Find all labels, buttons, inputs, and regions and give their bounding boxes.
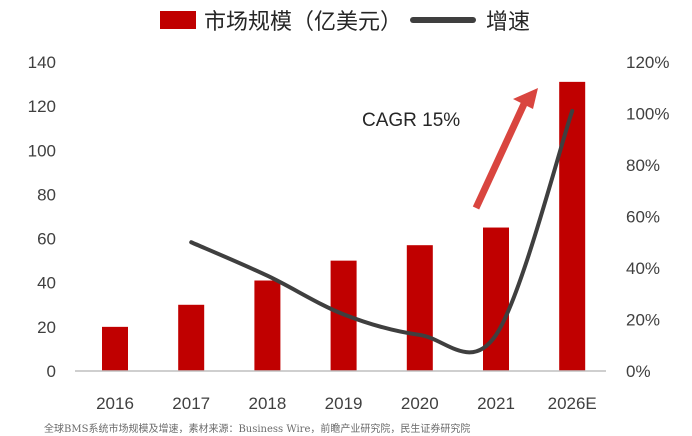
right-axis-tick-label: 120% <box>626 53 669 72</box>
left-axis-tick-label: 80 <box>37 185 56 204</box>
legend-bar-swatch <box>160 11 196 29</box>
bar <box>254 280 281 371</box>
legend-line-swatch <box>410 17 476 23</box>
x-axis-ticks: 2016 2017 2018 2019 2020 2021 2026E <box>96 394 597 413</box>
x-axis-tick-label: 2021 <box>477 394 515 413</box>
right-axis-tick-label: 20% <box>626 311 660 330</box>
right-axis-tick-label: 100% <box>626 105 669 124</box>
growth-rate-line <box>189 108 575 355</box>
x-axis-tick-label: 2026E <box>548 394 597 413</box>
left-axis-tick-label: 100 <box>28 141 56 160</box>
bar <box>559 81 586 371</box>
combo-chart: 0 20 40 60 80 100 120 140 0% 20% 40% 60% 80% 100% 120… <box>28 53 670 413</box>
x-axis-tick-label: 2018 <box>248 394 286 413</box>
left-axis-ticks: 0 20 40 60 80 100 120 140 <box>28 53 56 381</box>
left-axis-tick-label: 60 <box>37 230 56 249</box>
growth-arrow <box>472 88 538 210</box>
left-axis-tick-label: 0 <box>47 362 56 381</box>
arrow-shaft <box>472 102 528 210</box>
legend-line-label: 增速 <box>486 10 531 35</box>
bar <box>102 326 128 371</box>
bar <box>483 227 509 371</box>
right-axis-tick-label: 80% <box>626 156 660 175</box>
arrow-head <box>513 88 538 109</box>
right-axis-tick-label: 40% <box>626 259 660 278</box>
right-axis-ticks: 0% 20% 40% 60% 80% 100% 120% <box>626 53 669 381</box>
legend-bar-label: 市场规模（亿美元） <box>204 10 403 35</box>
left-axis-tick-label: 40 <box>37 274 56 293</box>
bar <box>406 245 433 371</box>
source-note: 全球BMS系统市场规模及增速，素材来源：Business Wire，前瞻产业研究… <box>44 424 471 435</box>
left-axis-tick-label: 20 <box>37 318 56 337</box>
cagr-annotation: CAGR 15% <box>362 110 461 131</box>
x-axis-tick-label: 2016 <box>96 394 134 413</box>
x-axis-tick-label: 2020 <box>401 394 439 413</box>
left-axis-tick-label: 140 <box>28 53 56 72</box>
left-axis-tick-label: 120 <box>28 97 56 116</box>
x-axis-tick-label: 2017 <box>172 394 210 413</box>
chart-legend: 市场规模（亿美元） 增速 <box>0 2 692 36</box>
bar <box>178 304 205 371</box>
right-axis-tick-label: 0% <box>626 362 651 381</box>
right-axis-tick-label: 60% <box>626 208 660 227</box>
bar-series <box>102 81 586 371</box>
x-axis-tick-label: 2019 <box>325 394 363 413</box>
